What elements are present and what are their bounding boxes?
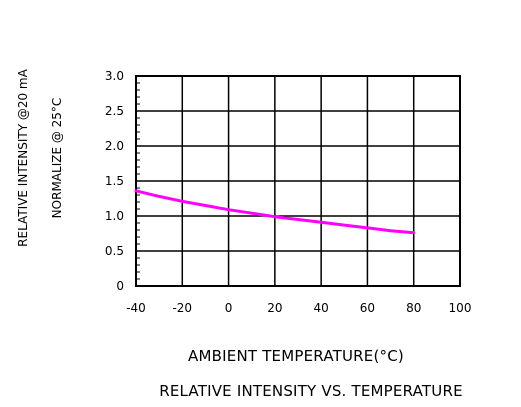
y-tick-label: 3.0: [105, 69, 124, 83]
x-tick-label: 40: [314, 301, 329, 315]
y-tick-label: 1.5: [105, 174, 124, 188]
y-tick-label: 1.0: [105, 209, 124, 223]
y-axis-label-secondary: NORMALIZE @ 25°C: [50, 98, 64, 219]
plot-frame: [135, 75, 461, 287]
x-tick-label: 80: [406, 301, 421, 315]
y-tick-label: 2.0: [105, 139, 124, 153]
series-line: [134, 189, 416, 235]
x-axis-label: AMBIENT TEMPERATURE(°C): [188, 347, 404, 365]
y-tick-label: 0: [116, 279, 124, 293]
x-tick-label: 20: [267, 301, 282, 315]
y-tick-label: 0.5: [105, 244, 124, 258]
x-tick-label: 0: [225, 301, 233, 315]
y-tick-labels: 0 0.5 1.0 1.5 2.0 2.5 3.0: [105, 69, 124, 293]
x-tick-label: 100: [449, 301, 472, 315]
x-tick-label: -20: [172, 301, 192, 315]
y-axis-label: RELATIVE INTENSITY @20 mA: [16, 68, 30, 246]
x-tick-label: -40: [126, 301, 146, 315]
grid: [136, 76, 460, 286]
y-tick-label: 2.5: [105, 104, 124, 118]
chart-title: RELATIVE INTENSITY VS. TEMPERATURE: [159, 382, 463, 400]
x-tick-label: 60: [360, 301, 375, 315]
series-layer: [134, 189, 416, 235]
x-tick-labels: -40 -20 0 20 40 60 80 100: [126, 301, 471, 315]
